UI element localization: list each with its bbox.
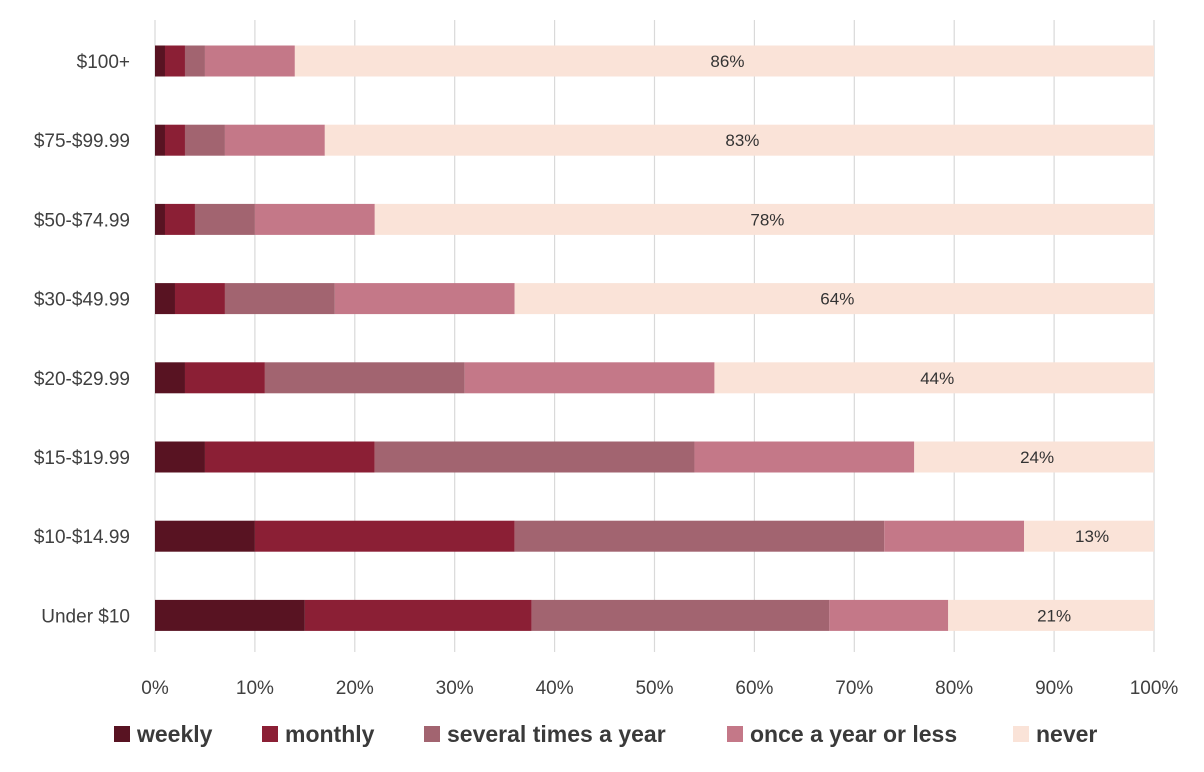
data-label: 44%	[920, 369, 954, 388]
legend-label: monthly	[285, 721, 375, 747]
legend-swatch	[424, 726, 440, 742]
legend: weekly monthly several times a year once a …	[114, 721, 1097, 747]
x-tick-label: 50%	[635, 678, 673, 699]
bar-segment-once-a-year-or-less	[334, 283, 515, 315]
legend-swatch	[1013, 726, 1029, 742]
x-tick-label: 0%	[141, 678, 169, 699]
bar-segment-several-times-a-year	[184, 45, 205, 77]
data-label: 13%	[1075, 527, 1109, 546]
bar-segment-weekly	[155, 520, 255, 552]
bar-segment-weekly	[155, 124, 165, 156]
bar-segment-monthly	[164, 45, 185, 77]
x-tick-label: 70%	[835, 678, 873, 699]
bar-segment-never	[714, 362, 1154, 394]
bar-segment-never	[948, 599, 1154, 631]
data-label: 21%	[1037, 606, 1071, 625]
category-label: $75-$99.99	[34, 131, 130, 152]
bar-segment-several-times-a-year	[374, 441, 695, 473]
bar-segment-never	[374, 203, 1154, 235]
bar-segment-weekly	[155, 45, 165, 77]
bar-segment-several-times-a-year	[224, 283, 335, 315]
category-axis: $100+ $75-$99.99 $50-$74.99 $30-$49.99 $20-$…	[34, 52, 130, 627]
bar-segment-monthly	[304, 599, 532, 631]
legend-label: once a year or less	[750, 721, 957, 747]
bar-segment-once-a-year-or-less	[694, 441, 915, 473]
bar-segment-several-times-a-year	[531, 599, 830, 631]
bar-segment-monthly	[164, 203, 195, 235]
bar-segment-weekly	[155, 599, 305, 631]
category-label: $50-$74.99	[34, 210, 130, 231]
bar-segment-several-times-a-year	[184, 124, 225, 156]
bar-segment-several-times-a-year	[264, 362, 465, 394]
legend-swatch	[262, 726, 278, 742]
data-label: 83%	[725, 131, 759, 150]
category-label: $15-$19.99	[34, 448, 130, 469]
category-label: $10-$14.99	[34, 527, 130, 548]
bar-segment-never	[324, 124, 1155, 156]
bar-segment-weekly	[155, 283, 175, 315]
legend-swatch	[114, 726, 130, 742]
data-label: 78%	[750, 210, 784, 229]
bar-segment-weekly	[155, 362, 185, 394]
legend-label: several times a year	[447, 721, 666, 747]
x-tick-label: 40%	[536, 678, 574, 699]
bar-segment-once-a-year-or-less	[884, 520, 1025, 552]
x-tick-label: 20%	[336, 678, 374, 699]
category-label: $100+	[77, 52, 130, 73]
value-axis: 0% 10% 20% 30% 40% 50% 60% 70% 80% 90% 100%	[141, 678, 1178, 699]
bar-segment-several-times-a-year	[194, 203, 255, 235]
bar-segment-monthly	[174, 283, 225, 315]
category-label: $20-$29.99	[34, 369, 130, 390]
x-tick-label: 90%	[1035, 678, 1073, 699]
x-tick-label: 60%	[735, 678, 773, 699]
bar-segment-monthly	[254, 520, 515, 552]
bar-segment-weekly	[155, 203, 165, 235]
x-tick-label: 100%	[1130, 678, 1179, 699]
bar-segment-monthly	[204, 441, 375, 473]
bar-segment-once-a-year-or-less	[254, 203, 375, 235]
data-label: 64%	[820, 290, 854, 309]
bar-segment-monthly	[184, 362, 265, 394]
bar-segment-never	[1024, 520, 1154, 552]
x-tick-label: 10%	[236, 678, 274, 699]
bar-segment-weekly	[155, 441, 205, 473]
bar-segment-once-a-year-or-less	[204, 45, 295, 77]
bar-segment-never	[514, 283, 1154, 315]
bar-segment-once-a-year-or-less	[224, 124, 325, 156]
bar-segment-several-times-a-year	[514, 520, 885, 552]
bar-segment-once-a-year-or-less	[464, 362, 715, 394]
x-tick-label: 30%	[436, 678, 474, 699]
category-label: $30-$49.99	[34, 290, 130, 311]
bars	[155, 45, 1155, 631]
data-labels: 86% 83% 78% 64% 44% 24% 13% 21%	[710, 52, 1109, 625]
legend-label: weekly	[136, 721, 213, 747]
category-label: Under $10	[41, 606, 130, 627]
gridlines	[154, 20, 1155, 652]
legend-swatch	[727, 726, 743, 742]
legend-label: never	[1036, 721, 1097, 747]
bar-segment-monthly	[164, 124, 185, 156]
bar-segment-never	[914, 441, 1154, 473]
bar-segment-once-a-year-or-less	[829, 599, 949, 631]
data-label: 86%	[710, 52, 744, 71]
x-tick-label: 80%	[935, 678, 973, 699]
data-label: 24%	[1020, 448, 1054, 467]
bar-segment-never	[294, 45, 1154, 77]
